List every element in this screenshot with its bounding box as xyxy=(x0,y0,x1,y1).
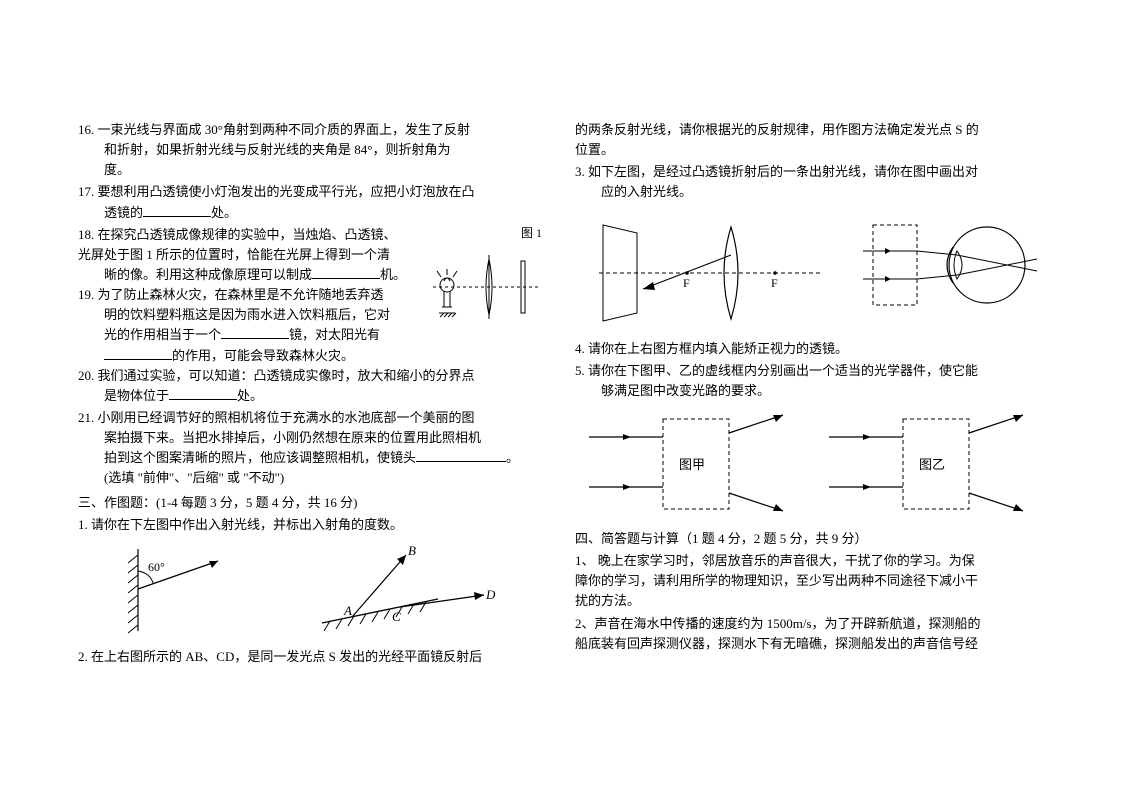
q3-3b: 应的入射光线。 xyxy=(575,182,1044,202)
figure-abcd: A B C D xyxy=(288,541,498,641)
bulb-icon xyxy=(437,269,457,317)
label-yi: 图乙 xyxy=(919,457,945,472)
q20-line1: 20. 我们通过实验，可以知道：凸透镜成实像时，放大和缩小的分界点 xyxy=(78,366,547,386)
q3-5: 5. 请你在下图甲、乙的虚线框内分别画出一个适当的光学器件，使它能 够满足图中改… xyxy=(575,361,1044,401)
q19-line4: 的作用，可能会导致森林火灾。 xyxy=(78,346,423,366)
q21-line2: 案拍摄下来。当把水排掉后，小刚仍然想在原来的位置用此照相机 xyxy=(78,428,547,448)
q18-19-text: 18. 在探究凸透镜成像规律的实验中，当烛焰、凸透镜、 光屏处于图 1 所示的位… xyxy=(78,225,423,366)
label-f2: F xyxy=(771,276,778,290)
q4-1: 1、 晚上在家学习时，邻居放音乐的声音很大，干扰了你的学习。为保 障你的学习，请… xyxy=(575,551,1044,611)
q3-2: 2. 在上右图所示的 AB、CD，是同一发光点 S 发出的光经平面镜反射后 xyxy=(78,647,547,667)
blank xyxy=(221,326,289,339)
fig1-label-text: 图 1 xyxy=(521,226,542,240)
q17-line2: 透镜的处。 xyxy=(78,203,547,223)
figure-yi: 图乙 xyxy=(821,409,1031,519)
label-a: A xyxy=(343,603,352,618)
label-d: D xyxy=(485,587,496,602)
q3-4: 4. 请你在上右图方框内填入能矫正视力的透镜。 xyxy=(575,339,1044,359)
blank xyxy=(416,449,506,462)
right-column: 的两条反射光线，请你根据光的反射规律，用作图方法确定发光点 S 的 位置。 3.… xyxy=(575,120,1044,733)
blank xyxy=(143,204,211,217)
sec3-figures-row: 60° xyxy=(98,541,547,641)
figure-eye xyxy=(861,211,1041,331)
label-c: C xyxy=(392,609,401,624)
q16-line3: 度。 xyxy=(78,160,547,180)
q4-1c: 扰的方法。 xyxy=(575,591,1044,611)
q3-1: 1. 请你在下左图中作出入射光线，并标出入射角的度数。 xyxy=(78,515,547,535)
label-jia: 图甲 xyxy=(679,457,705,472)
blank xyxy=(104,347,172,360)
blank xyxy=(169,387,237,400)
q20: 20. 我们通过实验，可以知道：凸透镜成实像时，放大和缩小的分界点 是物体位于处… xyxy=(78,366,547,406)
q4-1b: 障你的学习，请利用所学的物理知识，至少写出两种不同途径下减小干 xyxy=(575,571,1044,591)
q4-2: 2、声音在海水中传播的速度约为 1500m/s，为了开辟新航道，探测船的 船底装… xyxy=(575,614,1044,654)
q3-5a: 5. 请你在下图甲、乙的虚线框内分别画出一个适当的光学器件，使它能 xyxy=(575,361,1044,381)
blank xyxy=(312,266,380,279)
q18-line1: 18. 在探究凸透镜成像规律的实验中，当烛焰、凸透镜、 xyxy=(78,225,423,245)
jia-yi-row: 图甲 图乙 xyxy=(581,409,1044,519)
q21-line1: 21. 小刚用已经调节好的照相机将位于充满水的水池底部一个美丽的图 xyxy=(78,408,547,428)
q3-3a: 3. 如下左图，是经过凸透镜折射后的一条出射光线，请你在图中画出对 xyxy=(575,162,1044,182)
figure-convex-lens: F F xyxy=(581,211,831,331)
q21: 21. 小刚用已经调节好的照相机将位于充满水的水池底部一个美丽的图 案拍摄下来。… xyxy=(78,408,547,489)
q4-2a: 2、声音在海水中传播的速度约为 1500m/s，为了开辟新航道，探测船的 xyxy=(575,614,1044,634)
label-f1: F xyxy=(683,276,690,290)
section-4-head: 四、简答题与计算（1 题 4 分，2 题 5 分，共 9 分） xyxy=(575,529,1044,549)
lens-eye-row: F F xyxy=(581,211,1044,331)
q18-19-row: 18. 在探究凸透镜成像规律的实验中，当烛焰、凸透镜、 光屏处于图 1 所示的位… xyxy=(78,225,547,366)
q3-3: 3. 如下左图，是经过凸透镜折射后的一条出射光线，请你在图中画出对 应的入射光线… xyxy=(575,162,1044,202)
q18-line2: 光屏处于图 1 所示的位置时，恰能在光屏上得到一个清 xyxy=(78,245,423,265)
angle-60-label: 60° xyxy=(148,560,165,574)
q16-line1: 16. 一束光线与界面成 30°角射到两种不同介质的界面上，发生了反射 xyxy=(78,120,547,140)
q4-1a: 1、 晚上在家学习时，邻居放音乐的声音很大，干扰了你的学习。为保 xyxy=(575,551,1044,571)
q3-2b: 的两条反射光线，请你根据光的反射规律，用作图方法确定发光点 S 的 xyxy=(575,120,1044,140)
q19-line1: 19. 为了防止森林火灾，在森林里是不允许随地丢弃透 xyxy=(78,285,423,305)
label-b: B xyxy=(408,543,416,558)
q17-line1: 17. 要想利用凸透镜使小灯泡发出的光变成平行光，应把小灯泡放在凸 xyxy=(78,182,547,202)
q18-line3: 晰的像。利用这种成像原理可以制成机。 xyxy=(78,265,423,285)
q21-line3: 拍到这个图案清晰的照片，他应该调整照相机，使镜头。 xyxy=(78,448,547,468)
left-column: 16. 一束光线与界面成 30°角射到两种不同介质的界面上，发生了反射 和折射，… xyxy=(78,120,547,733)
figure-jia: 图甲 xyxy=(581,409,791,519)
q3-2-cont: 的两条反射光线，请你根据光的反射规律，用作图方法确定发光点 S 的 位置。 xyxy=(575,120,1044,160)
q16-line2: 和折射，如果折射光线与反射光线的夹角是 84°，则折射角为 xyxy=(78,140,547,160)
q4-2b: 船底装有回声探测仪器，探测水下有无暗礁，探测船发出的声音信号经 xyxy=(575,634,1044,654)
section-3-head: 三、作图题：(1-4 每题 3 分，5 题 4 分，共 16 分) xyxy=(78,493,547,513)
q16: 16. 一束光线与界面成 30°角射到两种不同介质的界面上，发生了反射 和折射，… xyxy=(78,120,547,180)
q17: 17. 要想利用凸透镜使小灯泡发出的光变成平行光，应把小灯泡放在凸 透镜的处。 xyxy=(78,182,547,222)
q19-line3: 光的作用相当于一个镜，对太阳光有 xyxy=(78,325,423,345)
q20-line2: 是物体位于处。 xyxy=(78,386,547,406)
q19-line2: 明的饮料塑料瓶这是因为雨水进入饮料瓶后，它对 xyxy=(78,305,423,325)
figure-mirror-60: 60° xyxy=(98,541,258,641)
figure-1: 图 1 xyxy=(429,225,547,345)
q3-5b: 够满足图中改变光路的要求。 xyxy=(575,381,1044,401)
q3-2c: 位置。 xyxy=(575,140,1044,160)
q21-line4: (选填 "前伸"、"后缩" 或 "不动") xyxy=(78,468,547,488)
